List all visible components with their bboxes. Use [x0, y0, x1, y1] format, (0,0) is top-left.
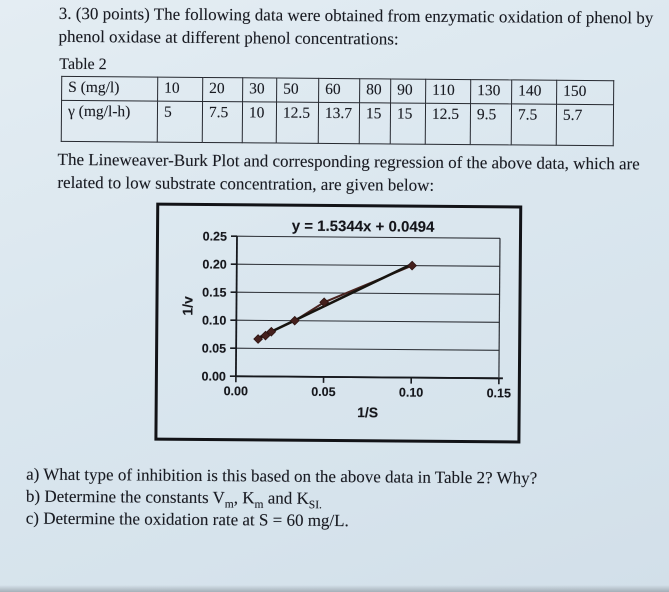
gridline — [236, 319, 500, 323]
data-point-marker — [319, 297, 330, 308]
trend-line — [257, 262, 413, 340]
table-row-header: S (mg/l) — [61, 76, 158, 102]
data-point-marker — [289, 315, 300, 326]
lineweaver-burk-chart: 0.00 0.05 0.10 0.15 0.20 0.25 0.00 0.05 0.10 0.15… — [179, 218, 511, 421]
gridline — [236, 263, 500, 267]
x-axis — [235, 375, 503, 380]
question-b-text: , K — [233, 488, 255, 508]
y-tick-label: 0.00 — [202, 369, 226, 383]
data-table: S (mg/l) 10 20 30 50 60 80 90 110 130 140 150 γ (mg/… — [61, 76, 615, 146]
question-c: c) Determine the oxidation rate at S = 6… — [25, 508, 349, 530]
table-cell: 110 — [425, 79, 471, 104]
table-cell: 60 — [318, 78, 360, 103]
gridline — [236, 347, 500, 351]
table-cell: 5.7 — [556, 104, 614, 146]
gridline — [236, 291, 500, 295]
table-cell: 10 — [242, 101, 277, 144]
table-cell: 9.5 — [470, 103, 512, 145]
table-row-header: γ (mg/l-h) — [61, 100, 158, 143]
table-cell: 150 — [556, 80, 614, 105]
data-point-marker — [253, 334, 263, 344]
problem-statement-line: phenol oxidase at different phenol conce… — [58, 26, 399, 48]
x-tick-label: 0.10 — [399, 386, 423, 400]
data-point-marker — [266, 326, 277, 337]
table-cell: 12.5 — [276, 102, 319, 144]
problem-statement: 3. (30 points) The following data were o… — [58, 3, 653, 53]
plot-right-border — [498, 238, 501, 379]
y-axis — [235, 236, 238, 377]
y-tick-label: 0.20 — [202, 257, 226, 271]
question-b-text: b) Determine the constants V — [25, 486, 225, 507]
gridline — [236, 235, 500, 239]
plot-intro-line: related to low substrate concentration, … — [57, 172, 435, 195]
x-tick-label: 0.00 — [224, 384, 248, 398]
table-cell: 140 — [511, 79, 557, 105]
y-tick-label: 0.05 — [202, 341, 226, 355]
y-tick-label: 0.25 — [203, 229, 227, 243]
chart-box: 0.00 0.05 0.10 0.15 0.20 0.25 0.00 0.05 0.10 0.15… — [154, 202, 523, 444]
table-cell: 20 — [202, 77, 243, 102]
x-tick-label: 0.15 — [487, 386, 511, 400]
table-cell: 90 — [390, 78, 426, 104]
table-cell: 10 — [157, 77, 203, 102]
y-axis-label: 1/v — [179, 296, 195, 316]
plot-intro: The Lineweaver-Burk Plot and correspondi… — [57, 149, 640, 199]
x-axis-label: 1/S — [357, 404, 378, 420]
y-tick-label: 0.10 — [202, 313, 226, 327]
data-point-marker — [407, 260, 417, 271]
table-cell: 130 — [470, 79, 512, 104]
question-b-text: and K — [263, 488, 309, 508]
table-cell: 7.5 — [202, 101, 243, 143]
table-row: γ (mg/l-h) 5 7.5 10 12.5 13.7 15 15 12.5 9.5 7.5 5.… — [61, 100, 614, 146]
table-cell: 15 — [359, 102, 391, 144]
questions-block: a) What type of inhibition is this based… — [26, 464, 538, 533]
table-cell: 80 — [359, 78, 391, 103]
data-point-marker — [260, 330, 271, 341]
table-cell: 7.5 — [511, 103, 557, 146]
table-cell: 30 — [242, 77, 277, 103]
table-cell: 5 — [157, 101, 203, 143]
y-tick-label: 0.15 — [202, 285, 226, 299]
table-cell: 12.5 — [425, 103, 471, 145]
table-cell: 15 — [390, 102, 426, 145]
table-cell: 50 — [276, 78, 319, 103]
table-cell: 13.7 — [318, 102, 360, 144]
table-label: Table 2 — [59, 55, 107, 74]
x-tick-label: 0.05 — [311, 385, 335, 399]
chart-title: y = 1.5344x + 0.0494 — [292, 218, 435, 236]
